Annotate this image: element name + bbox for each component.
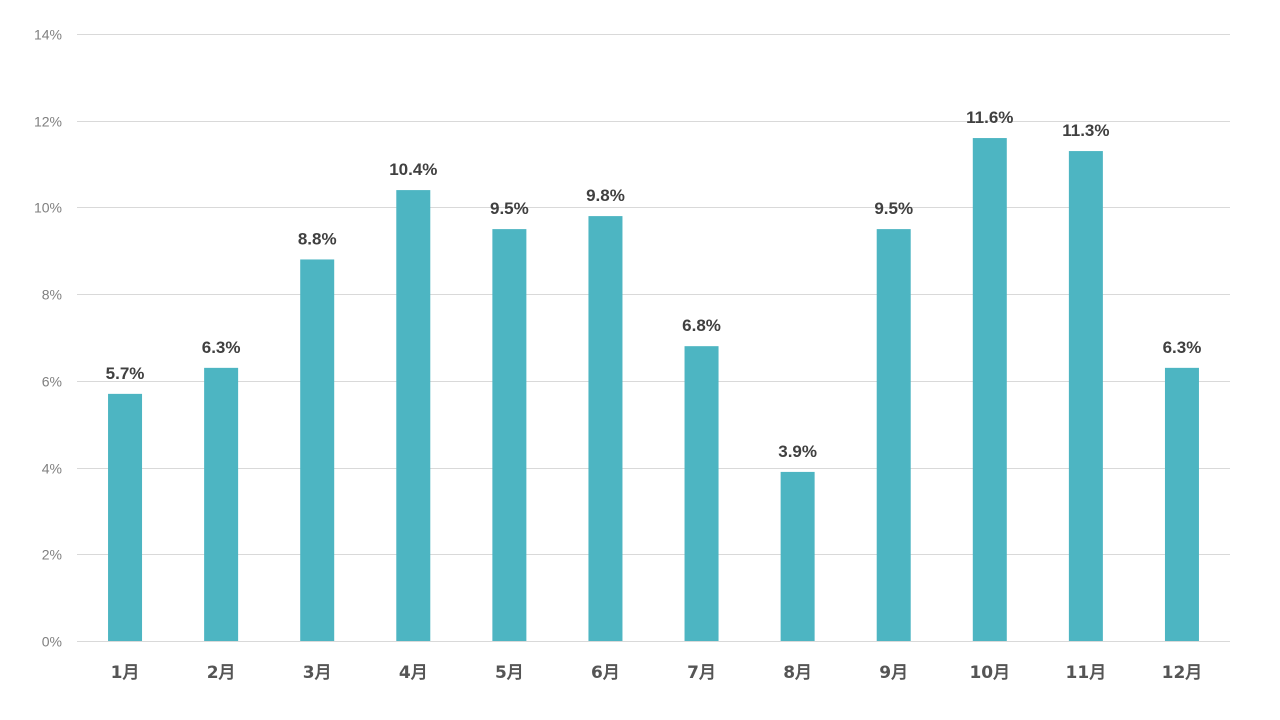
data-label: 9.5%	[874, 199, 913, 218]
data-label: 6.8%	[682, 316, 721, 335]
data-label: 6.3%	[202, 338, 241, 357]
data-label: 9.5%	[490, 199, 529, 218]
data-label: 10.4%	[389, 160, 437, 179]
bar	[204, 367, 239, 641]
data-label: 6.3%	[1163, 338, 1202, 357]
x-tick-label: 8月	[783, 663, 812, 683]
bar	[876, 229, 911, 641]
bar	[492, 229, 527, 641]
bar	[108, 393, 143, 641]
y-tick-label: 6%	[42, 374, 62, 390]
x-tick-label: 2月	[207, 663, 236, 683]
x-axis-tick-labels: 1月 2月 3月 4月 5月 6月 7月 8月 9月 10月 11月 12月	[111, 663, 1203, 683]
x-tick-label: 12月	[1162, 663, 1203, 683]
data-label: 8.8%	[298, 229, 337, 248]
data-label: 5.7%	[106, 364, 145, 383]
x-tick-label: 9月	[879, 663, 908, 683]
x-tick-label: 6月	[591, 663, 620, 683]
bar	[1068, 151, 1103, 642]
y-tick-label: 2%	[42, 547, 62, 563]
bar	[972, 138, 1007, 642]
bar	[780, 471, 815, 641]
data-label: 9.8%	[586, 186, 625, 205]
y-axis-tick-labels: 0% 2% 4% 6% 8% 10% 12% 14%	[34, 27, 62, 650]
bar	[588, 216, 623, 641]
x-tick-label: 11月	[1066, 663, 1107, 683]
x-tick-label: 5月	[495, 663, 524, 683]
data-labels: 5.7% 6.3% 8.8% 10.4% 9.5% 9.8% 6.8% 3.9% 9.5% 11.…	[106, 108, 1202, 461]
y-tick-label: 8%	[42, 287, 62, 303]
x-tick-label: 4月	[399, 663, 428, 683]
y-tick-label: 0%	[42, 634, 62, 650]
y-tick-label: 4%	[42, 461, 62, 477]
x-tick-label: 1月	[111, 663, 140, 683]
y-tick-label: 10%	[34, 200, 62, 216]
gridlines	[77, 34, 1230, 642]
x-tick-label: 10月	[969, 663, 1010, 683]
y-tick-label: 12%	[34, 114, 62, 130]
data-label: 11.3%	[1062, 121, 1109, 140]
data-label: 11.6%	[966, 108, 1013, 127]
data-label: 3.9%	[778, 442, 817, 461]
bar	[396, 190, 431, 642]
x-tick-label: 3月	[303, 663, 332, 683]
bar	[1164, 367, 1199, 641]
bar	[300, 259, 335, 641]
x-tick-label: 7月	[687, 663, 716, 683]
y-tick-label: 14%	[34, 27, 62, 43]
bar	[684, 346, 719, 641]
bars	[108, 138, 1199, 642]
